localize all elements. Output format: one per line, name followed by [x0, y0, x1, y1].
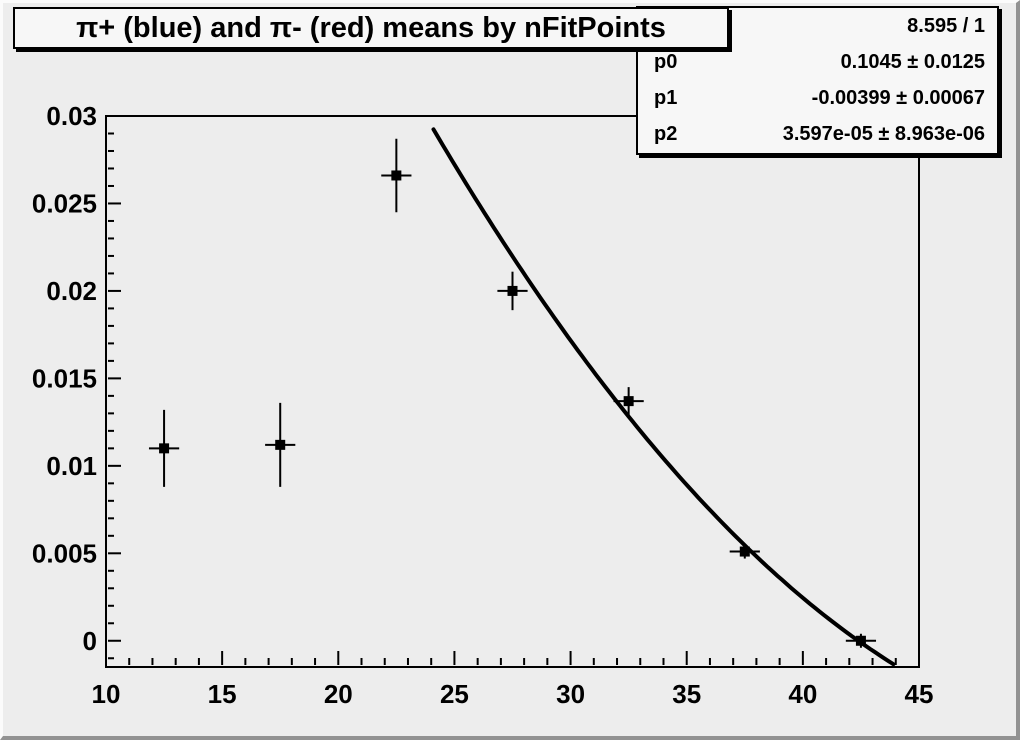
data-point-marker: [623, 396, 634, 407]
data-point-marker: [159, 443, 170, 454]
stat-label-p1: p1: [654, 87, 678, 110]
data-point-marker: [507, 285, 518, 296]
chart-title: π+ (blue) and π- (red) means by nFitPoin…: [76, 11, 666, 44]
y-axis-label: 0.015: [32, 363, 97, 393]
x-axis-label: 15: [208, 679, 237, 709]
y-axis-label: 0.03: [46, 101, 97, 131]
y-axis-label: 0.025: [32, 188, 97, 218]
stats-row-chi2: 8.595 / 1: [638, 8, 997, 44]
x-axis-label: 40: [788, 679, 817, 709]
data-point-marker: [855, 635, 866, 646]
y-axis-label: 0.02: [46, 276, 97, 306]
plot-frame: [105, 115, 920, 668]
stat-value-chi2: 8.595 / 1: [907, 14, 985, 37]
x-axis-label: 20: [324, 679, 353, 709]
chart-title-box: π+ (blue) and π- (red) means by nFitPoin…: [13, 7, 729, 49]
fit-stats-box: 8.595 / 1 p0 0.1045 ± 0.0125 p1 -0.00399…: [636, 6, 999, 155]
x-axis-label: 25: [440, 679, 469, 709]
stats-row-p2: p2 3.597e-05 ± 8.963e-06: [638, 117, 997, 153]
y-axis-label: 0: [83, 626, 97, 656]
data-point-marker: [391, 170, 402, 181]
stat-value-p0: 0.1045 ± 0.0125: [840, 50, 985, 73]
x-axis-label: 35: [672, 679, 701, 709]
plot-area: 10 15 20 25 30 35 40 45 0 0.005 0.01 0.015 0.02 0.025…: [32, 101, 934, 709]
stat-label-p0: p0: [654, 50, 678, 73]
y-axis-label: 0.01: [46, 451, 97, 481]
stats-row-p0: p0 0.1045 ± 0.0125: [638, 44, 997, 80]
y-axis-label: 0.005: [32, 538, 97, 568]
x-axis-label: 10: [92, 679, 121, 709]
stat-value-p1: -0.00399 ± 0.00067: [811, 87, 985, 110]
data-point-marker: [739, 546, 750, 557]
data-point-marker: [275, 439, 286, 450]
stats-row-p1: p1 -0.00399 ± 0.00067: [638, 81, 997, 117]
fit-curve: [431, 127, 896, 667]
stat-label-p2: p2: [654, 123, 678, 146]
x-axis-label: 30: [556, 679, 585, 709]
stat-value-p2: 3.597e-05 ± 8.963e-06: [782, 123, 985, 146]
x-axis-label: 45: [905, 679, 934, 709]
